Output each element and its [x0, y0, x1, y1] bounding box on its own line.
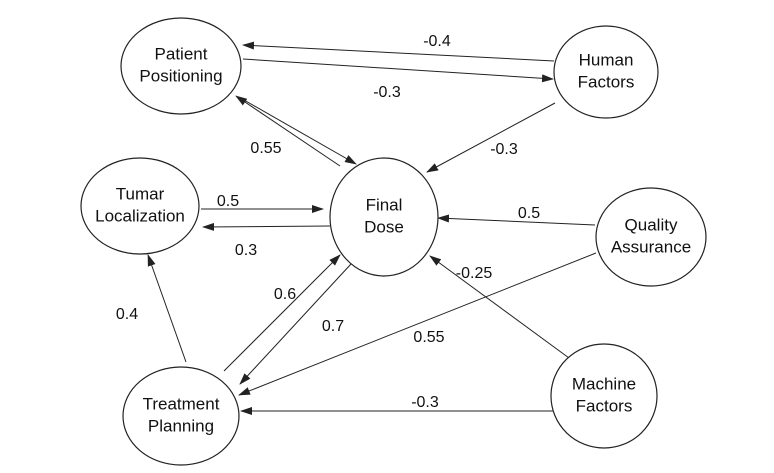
edge-label-human-to-patient: -0.4: [423, 33, 451, 50]
node-final-dose-label-line: Final: [366, 195, 403, 214]
node-quality-assurance-label-line: Quality: [625, 215, 678, 234]
node-final-dose-label-line: Dose: [364, 217, 404, 236]
node-tumar-localization-label-line: Tumar: [116, 184, 165, 203]
node-machine-factors-label-line: Factors: [576, 396, 633, 415]
edge-label-machine-to-final: -0.25: [456, 265, 493, 282]
node-machine-factors-label-line: Machine: [572, 374, 636, 393]
node-patient-positioning-label-line: Positioning: [139, 66, 222, 85]
node-quality-assurance: Quality Assurance: [595, 187, 707, 287]
edge-label-treatment-to-final: 0.6: [274, 286, 296, 303]
node-treatment-planning: Treatment Planning: [122, 366, 240, 466]
node-human-factors-label-line: Factors: [578, 72, 635, 91]
edge-label-human-to-final: -0.3: [490, 141, 518, 158]
node-tumar-localization-circle: [80, 157, 200, 255]
edge-label-patient-to-human: -0.3: [373, 84, 401, 101]
edge-label-tumar-to-final: 0.5: [217, 193, 239, 210]
edge-arrow-final-to-tumar: [202, 222, 331, 231]
node-patient-positioning-label-line: Patient: [155, 44, 208, 63]
node-human-factors-label-line: Human: [579, 50, 634, 69]
labels-layer: -0.4 -0.3 0.55 -0.3 0.5 0.3 0.5 -0.25 0.6 0.7 0.55…: [116, 33, 540, 411]
node-quality-assurance-circle: [595, 187, 707, 287]
edge-arrow-human-to-patient: [242, 41, 555, 62]
node-machine-factors-circle: [550, 343, 658, 449]
edge-arrow-machine-to-final: [429, 255, 570, 359]
edge-arrow-quality-to-final: [437, 214, 596, 226]
edge-label-quality-to-treatment: 0.55: [413, 329, 444, 346]
nodes-layer: Patient Positioning Human Factors Tumar Local…: [80, 17, 707, 466]
node-treatment-planning-label-line: Planning: [148, 416, 214, 435]
edge-label-final-to-tumar: 0.3: [235, 242, 257, 259]
node-final-dose: Final Dose: [329, 157, 439, 277]
edge-label-quality-to-final: 0.5: [518, 205, 540, 222]
node-human-factors: Human Factors: [553, 25, 659, 119]
edge-arrow-treatment-to-tumar: [147, 254, 187, 363]
edge-label-final-to-patient: 0.55: [250, 140, 281, 157]
node-human-factors-circle: [553, 25, 659, 119]
node-treatment-planning-label-line: Treatment: [143, 394, 220, 413]
edge-arrow-final-to-patient: [235, 95, 341, 167]
node-tumar-localization: Tumar Localization: [80, 157, 200, 255]
node-patient-positioning-circle: [120, 17, 242, 115]
node-treatment-planning-circle: [122, 366, 240, 466]
edge-label-machine-to-treatment: -0.3: [411, 394, 439, 411]
edge-arrow-quality-to-treatment: [238, 252, 597, 396]
edge-arrow-treatment-to-final: [223, 254, 341, 372]
edge-arrow-patient-to-human: [242, 58, 554, 83]
node-final-dose-circle: [329, 157, 439, 277]
node-machine-factors: Machine Factors: [550, 343, 658, 449]
node-tumar-localization-label-line: Localization: [95, 206, 185, 225]
node-patient-positioning: Patient Positioning: [120, 17, 242, 115]
edges-layer: [147, 41, 597, 415]
edge-label-final-to-treatment: 0.7: [322, 318, 344, 335]
edge-arrow-final-to-treatment: [239, 263, 352, 385]
edge-arrow-patient-to-final: [243, 99, 357, 165]
node-quality-assurance-label-line: Assurance: [611, 237, 691, 256]
edge-arrow-human-to-final: [426, 102, 556, 173]
edge-label-treatment-to-tumar: 0.4: [116, 306, 138, 323]
